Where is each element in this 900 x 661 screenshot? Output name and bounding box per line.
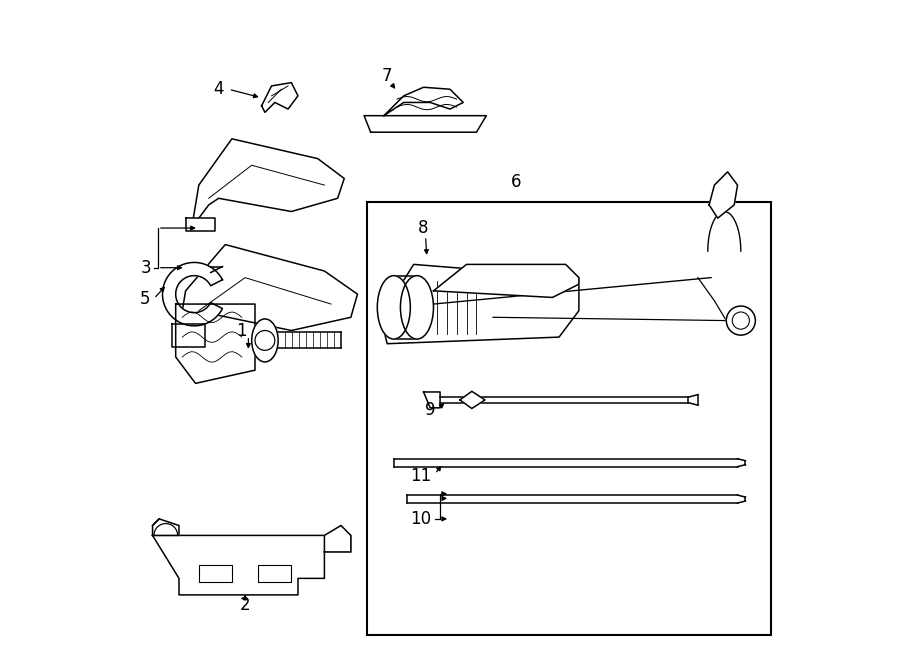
Polygon shape [163,262,222,326]
Text: 9: 9 [425,401,436,419]
Bar [258,565,292,582]
Text: 5: 5 [140,290,150,308]
Polygon shape [193,139,344,225]
Polygon shape [460,391,485,408]
Text: 2: 2 [239,596,250,614]
Polygon shape [153,535,351,595]
Circle shape [726,306,755,335]
Polygon shape [407,495,737,503]
Ellipse shape [377,276,410,339]
Ellipse shape [252,319,278,362]
Text: 6: 6 [511,173,521,191]
Text: 10: 10 [410,510,431,528]
Polygon shape [424,392,440,408]
Text: 4: 4 [213,80,224,98]
Text: 8: 8 [418,219,428,237]
Polygon shape [176,304,255,383]
Polygon shape [185,218,215,231]
Polygon shape [364,116,486,132]
Polygon shape [262,83,298,112]
Polygon shape [384,87,464,116]
Polygon shape [709,172,737,218]
Ellipse shape [400,276,434,339]
Text: 7: 7 [382,67,392,85]
Circle shape [733,312,750,329]
Polygon shape [179,245,357,334]
Polygon shape [324,525,351,552]
Polygon shape [381,264,579,344]
Polygon shape [394,459,737,467]
Text: 3: 3 [140,258,151,277]
Polygon shape [434,264,579,297]
Bar [199,565,232,582]
Text: 1: 1 [237,321,248,340]
Polygon shape [153,519,179,535]
Polygon shape [173,324,205,347]
Text: 11: 11 [410,467,431,485]
Bar [367,202,770,635]
Circle shape [255,330,274,350]
